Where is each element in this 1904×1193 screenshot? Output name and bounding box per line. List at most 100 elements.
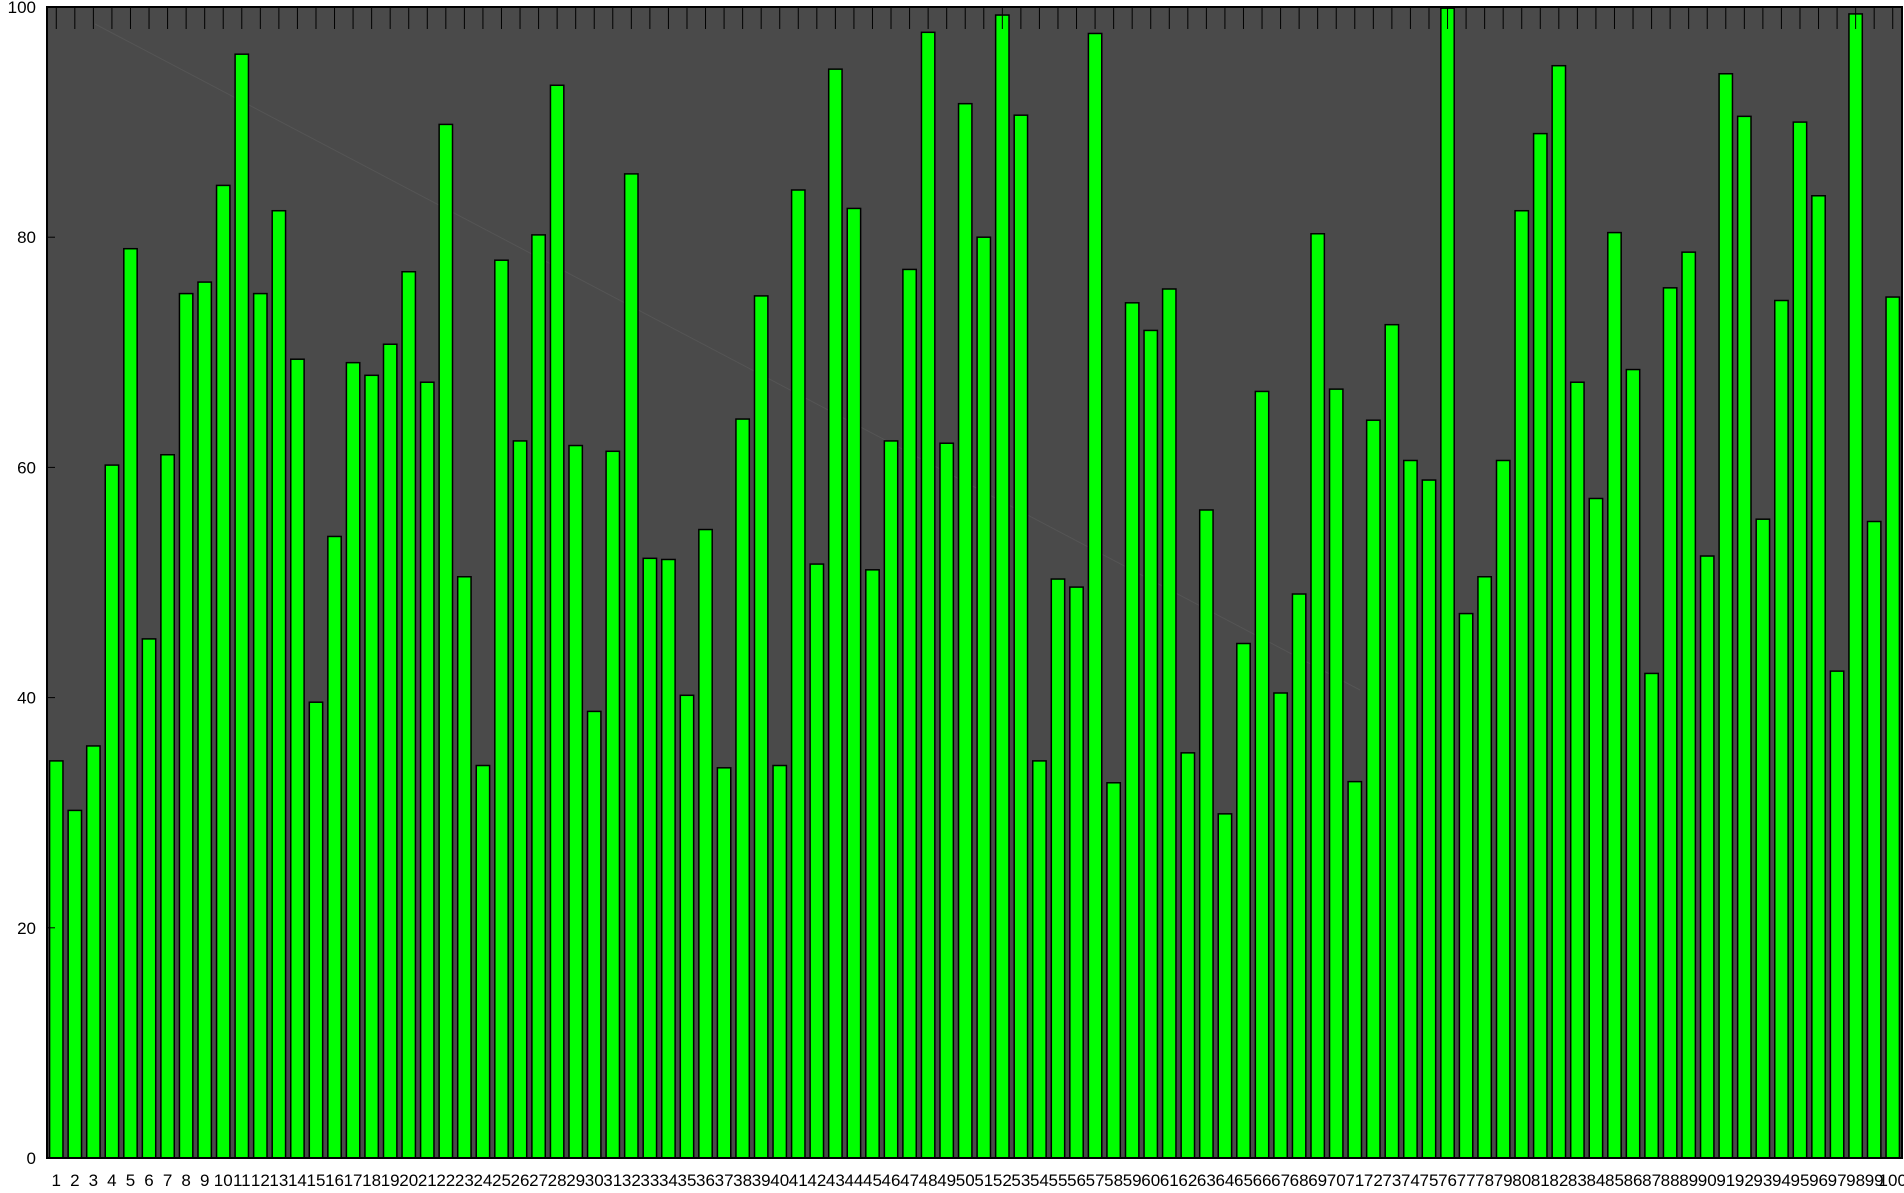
x-tick-label: 37 <box>715 1171 734 1190</box>
bar <box>642 557 658 1159</box>
x-tick-label: 49 <box>937 1171 956 1190</box>
x-tick-label: 59 <box>1123 1171 1142 1190</box>
x-tick-label: 33 <box>640 1171 659 1190</box>
bar <box>1421 479 1437 1159</box>
x-tick-label: 63 <box>1197 1171 1216 1190</box>
bar <box>48 760 64 1159</box>
bar <box>1792 121 1808 1159</box>
bar <box>1811 195 1826 1159</box>
x-tick-label: 83 <box>1568 1171 1587 1190</box>
x-tick-label: 100 <box>1879 1171 1904 1190</box>
bar <box>957 102 973 1159</box>
bar <box>698 528 713 1159</box>
x-tick-label: 8 <box>181 1171 190 1190</box>
bar <box>419 381 435 1159</box>
bar <box>679 694 695 1159</box>
bar <box>1106 782 1122 1159</box>
bar <box>290 358 305 1159</box>
x-tick-label: 20 <box>399 1171 418 1190</box>
bar <box>67 809 83 1159</box>
x-tick-label: 50 <box>956 1171 975 1190</box>
bar <box>494 259 509 1159</box>
bar <box>1069 586 1084 1159</box>
bar <box>1032 760 1047 1159</box>
bar <box>1495 459 1511 1159</box>
bar <box>1180 752 1196 1159</box>
bar <box>623 173 639 1159</box>
x-tick-label: 34 <box>659 1171 678 1190</box>
x-tick-label: 90 <box>1698 1171 1717 1190</box>
x-tick-label: 89 <box>1679 1171 1698 1190</box>
bar <box>456 576 472 1159</box>
x-tick-label: 18 <box>362 1171 381 1190</box>
bar <box>1885 296 1901 1159</box>
x-tick-label: 65 <box>1234 1171 1253 1190</box>
bar <box>1681 251 1697 1159</box>
bar <box>827 68 843 1159</box>
x-tick-label: 43 <box>826 1171 845 1190</box>
bar <box>994 14 1010 1159</box>
bar <box>1736 115 1752 1159</box>
x-tick-label: 17 <box>344 1171 363 1190</box>
bar <box>123 247 138 1159</box>
x-tick-label: 21 <box>418 1171 437 1190</box>
x-tick-label: 16 <box>325 1171 344 1190</box>
y-tick-label: 20 <box>17 919 36 938</box>
bar <box>1699 555 1715 1159</box>
bar <box>846 207 862 1159</box>
x-tick-label: 36 <box>696 1171 715 1190</box>
x-tick-label: 97 <box>1828 1171 1847 1190</box>
x-tick-label: 64 <box>1215 1171 1234 1190</box>
y-tick-label: 60 <box>17 458 36 477</box>
bar <box>1198 509 1214 1159</box>
x-tick-label: 31 <box>603 1171 622 1190</box>
bar <box>1458 612 1474 1159</box>
x-tick-label: 48 <box>919 1171 938 1190</box>
bar <box>976 236 992 1159</box>
x-tick-label: 3 <box>89 1171 98 1190</box>
x-tick-label: 5 <box>126 1171 135 1190</box>
bar <box>1347 780 1363 1159</box>
bar <box>271 209 287 1159</box>
x-tick-label: 62 <box>1178 1171 1197 1190</box>
x-tick-label: 70 <box>1327 1171 1346 1190</box>
x-tick-label: 7 <box>163 1171 172 1190</box>
x-tick-label: 39 <box>752 1171 771 1190</box>
x-tick-label: 61 <box>1160 1171 1179 1190</box>
bar <box>883 440 899 1159</box>
x-tick-label: 6 <box>144 1171 153 1190</box>
bar <box>1625 368 1641 1159</box>
bar <box>1848 13 1864 1159</box>
y-tick-label: 80 <box>17 228 36 247</box>
bar <box>1254 390 1270 1159</box>
x-tick-label: 75 <box>1420 1171 1439 1190</box>
bar <box>1365 419 1381 1159</box>
bar <box>104 464 120 1159</box>
bar <box>512 440 528 1159</box>
x-tick-label: 54 <box>1030 1171 1049 1190</box>
bar <box>939 442 955 1159</box>
x-tick-label: 84 <box>1586 1171 1605 1190</box>
x-tick-label: 56 <box>1067 1171 1086 1190</box>
x-tick-label: 78 <box>1475 1171 1494 1190</box>
x-tick-label: 40 <box>770 1171 789 1190</box>
bar <box>1291 593 1307 1159</box>
x-tick-label: 55 <box>1049 1171 1068 1190</box>
bar <box>790 189 806 1159</box>
bar <box>902 268 918 1159</box>
x-tick-label: 41 <box>789 1171 808 1190</box>
bar <box>364 374 380 1159</box>
x-tick-label: 14 <box>288 1171 307 1190</box>
bar <box>234 53 250 1159</box>
bar <box>438 123 454 1159</box>
bar <box>160 453 176 1159</box>
bar <box>661 558 676 1159</box>
x-tick-label: 38 <box>733 1171 752 1190</box>
x-tick-label: 25 <box>492 1171 511 1190</box>
x-tick-label: 45 <box>863 1171 882 1190</box>
x-axis: 1 2 3 4 5 6 7 8 9 10 11 12 13 14 15 16 17 18 19 20 21 22 23 24 2… <box>52 1171 1904 1190</box>
bar <box>1774 299 1789 1159</box>
x-tick-label: 22 <box>436 1171 455 1190</box>
bar <box>809 563 825 1159</box>
